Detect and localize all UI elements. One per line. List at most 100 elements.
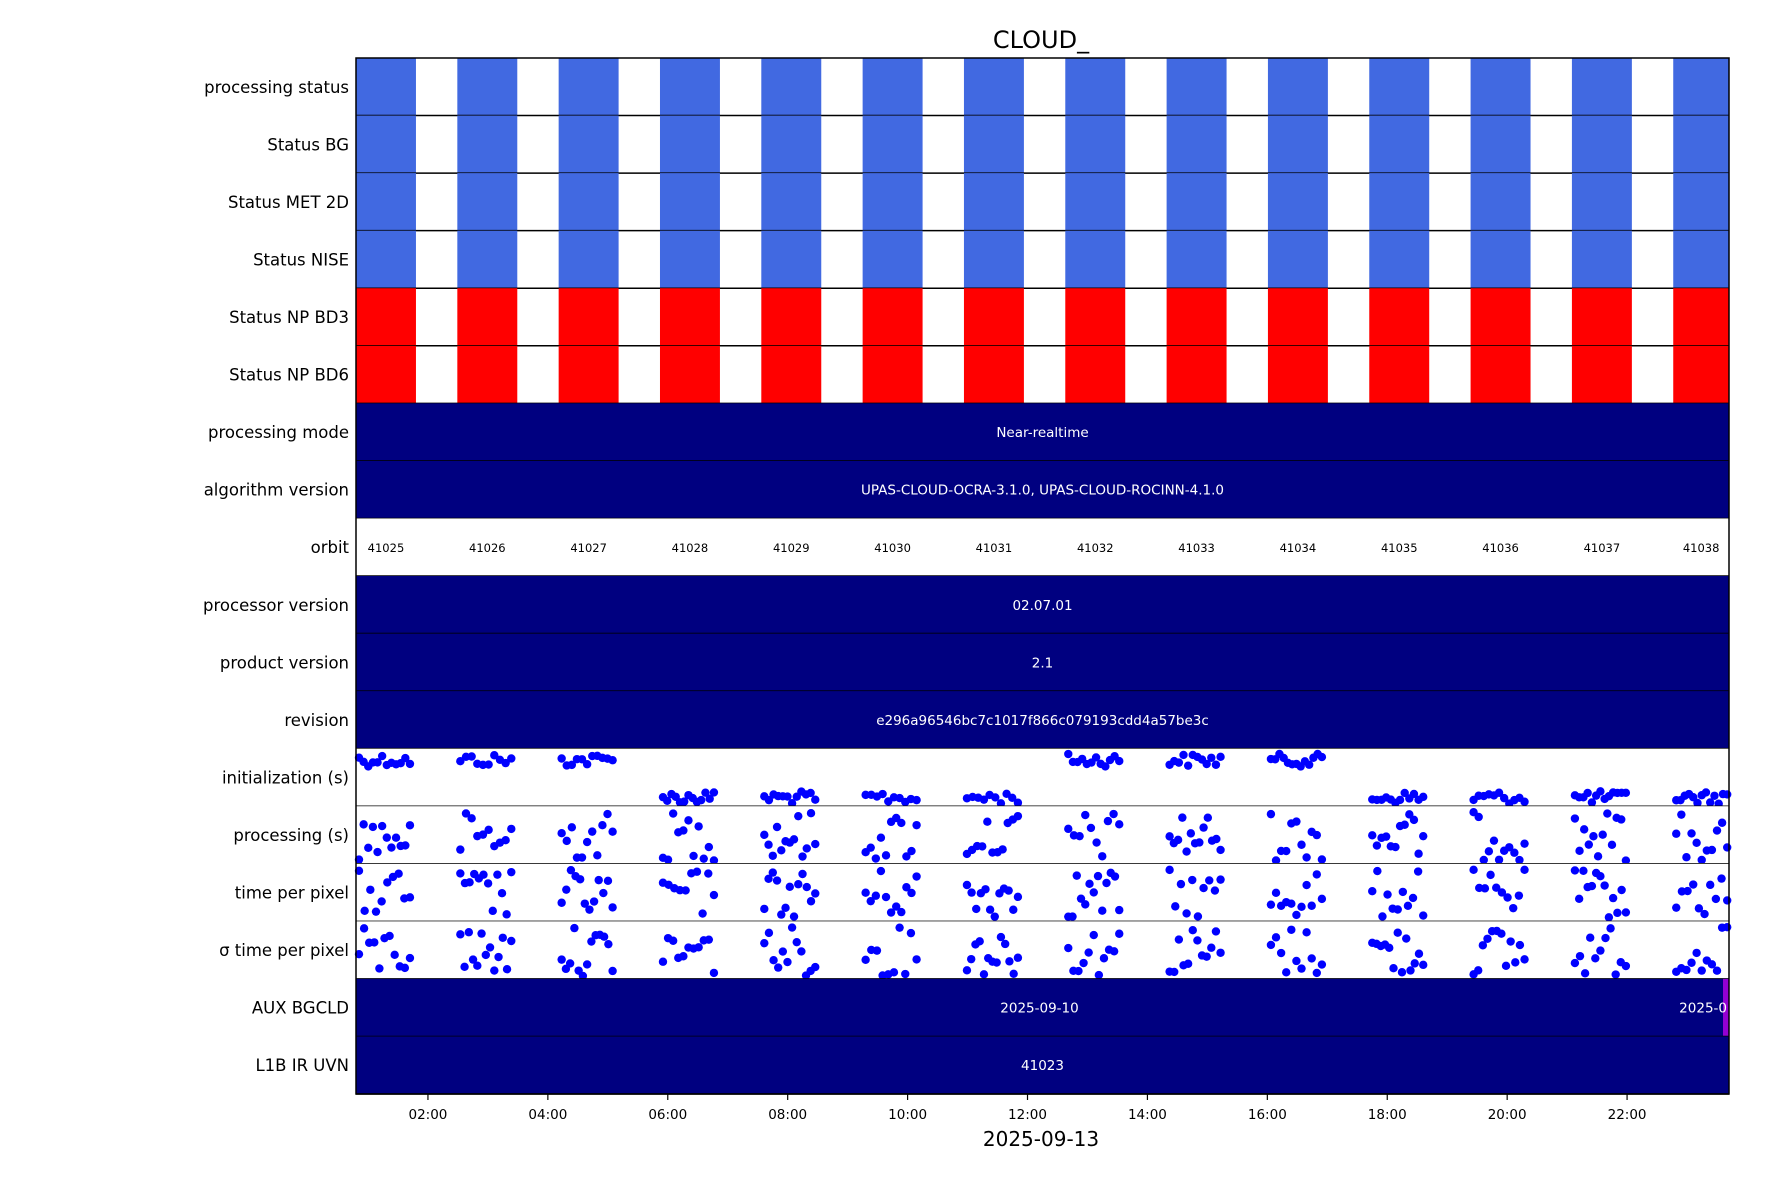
orbit-bg bbox=[356, 518, 1729, 576]
scatter-point bbox=[1474, 812, 1483, 822]
status-segment bbox=[761, 345, 822, 404]
scatter-point bbox=[811, 962, 820, 972]
status-segment bbox=[1470, 345, 1531, 404]
scatter-point bbox=[871, 891, 881, 900]
scatter-point bbox=[599, 932, 609, 941]
scatter-point bbox=[1414, 849, 1423, 858]
scatter-point bbox=[878, 789, 887, 799]
scatter-point bbox=[1570, 958, 1580, 968]
scatter-point bbox=[1613, 908, 1622, 918]
scatter-point bbox=[1583, 788, 1592, 798]
scatter-point bbox=[375, 964, 384, 973]
scatter-point bbox=[371, 907, 381, 916]
scatter-point bbox=[377, 821, 387, 831]
status-segment bbox=[1166, 230, 1227, 289]
scatter-point bbox=[1409, 789, 1419, 799]
orbit-label: 41035 bbox=[1381, 541, 1418, 555]
scatter-point bbox=[1092, 838, 1101, 847]
scatter-point bbox=[1603, 809, 1612, 818]
row-label: orbit bbox=[311, 538, 350, 557]
row-label: processor version bbox=[203, 596, 349, 615]
scatter-point bbox=[1064, 749, 1073, 759]
orbit-label: 41036 bbox=[1482, 541, 1519, 555]
scatter-point bbox=[1013, 798, 1023, 807]
status-segment bbox=[1369, 288, 1430, 346]
scatter-point bbox=[1617, 885, 1626, 895]
band-label: 2025-09-10 bbox=[1000, 1001, 1078, 1017]
scatter-point bbox=[1292, 956, 1301, 966]
scatter-point bbox=[567, 823, 577, 832]
scatter-point bbox=[507, 867, 516, 877]
scatter-point bbox=[1271, 856, 1281, 865]
scatter-point bbox=[1494, 788, 1504, 797]
row-l1b-ir-uvn: 41023 bbox=[356, 1036, 1729, 1095]
scatter-point bbox=[1479, 855, 1488, 865]
scatter-point bbox=[1608, 893, 1618, 903]
scatter-point bbox=[663, 796, 672, 805]
scatter-point bbox=[811, 839, 820, 849]
scatter-point bbox=[1499, 793, 1509, 803]
scatter-point bbox=[1282, 968, 1291, 977]
row-status-np-bd6 bbox=[356, 345, 1729, 405]
row-label: AUX BGCLD bbox=[252, 999, 349, 1018]
row-label: L1B IR UVN bbox=[255, 1056, 349, 1075]
scatter-point bbox=[488, 906, 497, 916]
scatter-point bbox=[709, 968, 719, 978]
scatter-point bbox=[1511, 958, 1520, 967]
status-segment bbox=[1673, 173, 1729, 231]
status-segment bbox=[1673, 115, 1729, 174]
scatter-point bbox=[1368, 831, 1377, 840]
scatter-point bbox=[1317, 960, 1327, 969]
row-time-per-pixel bbox=[354, 863, 1732, 923]
status-segment bbox=[1673, 288, 1729, 346]
scatter-point bbox=[912, 820, 921, 830]
scatter-point bbox=[1013, 953, 1023, 962]
scatter-point bbox=[1282, 846, 1291, 856]
scatter-point bbox=[912, 955, 921, 964]
x-tick-label: 20:00 bbox=[1488, 1107, 1527, 1123]
scatter-point bbox=[681, 886, 690, 895]
scatter-point bbox=[902, 883, 911, 892]
scatter-point bbox=[889, 968, 899, 977]
scatter-point bbox=[582, 960, 592, 969]
band-label: e296a96546bc7c1017f866c079193cdd4a57be3c bbox=[876, 713, 1209, 729]
status-segment bbox=[1267, 230, 1328, 289]
scatter-point bbox=[1419, 960, 1428, 970]
scatter-point bbox=[990, 912, 999, 921]
scatter-point bbox=[764, 795, 774, 805]
status-segment bbox=[1470, 288, 1531, 346]
scatter-point bbox=[1621, 908, 1631, 917]
scatter-point bbox=[699, 854, 708, 863]
scatter-point bbox=[1682, 853, 1691, 862]
scatter-point bbox=[787, 799, 797, 808]
scatter-point bbox=[1207, 753, 1216, 762]
scatter-point bbox=[792, 937, 801, 947]
band-bar bbox=[356, 1036, 1729, 1094]
scatter-point bbox=[1405, 810, 1414, 819]
scatter-point bbox=[1515, 855, 1524, 865]
scatter-point bbox=[907, 888, 916, 898]
scatter-point bbox=[1469, 865, 1478, 875]
scatter-point bbox=[774, 963, 783, 972]
scatter-point bbox=[1110, 872, 1120, 881]
scatter-point bbox=[777, 846, 786, 855]
scatter-point bbox=[490, 966, 499, 975]
scatter-point bbox=[694, 943, 703, 952]
scatter-point bbox=[789, 912, 799, 921]
scatter-point bbox=[866, 896, 875, 906]
scatter-point bbox=[368, 822, 378, 832]
scatter-point bbox=[760, 938, 769, 948]
status-segment bbox=[1065, 345, 1126, 404]
scatter-point bbox=[1692, 948, 1701, 958]
scatter-point bbox=[1483, 934, 1492, 943]
row-label: processing status bbox=[204, 78, 349, 97]
scatter-point bbox=[390, 950, 399, 960]
scatter-point bbox=[1497, 929, 1506, 938]
scatter-point bbox=[464, 928, 474, 937]
scatter-point bbox=[1395, 795, 1405, 805]
scatter-point bbox=[704, 935, 714, 944]
scatter-point bbox=[1109, 809, 1118, 819]
scatter-point bbox=[1205, 876, 1214, 885]
x-axis: 02:00 04:00 06:00 08:00 10:00 12:00 14:00 16:00… bbox=[408, 1094, 1647, 1123]
scatter-point bbox=[806, 809, 816, 818]
